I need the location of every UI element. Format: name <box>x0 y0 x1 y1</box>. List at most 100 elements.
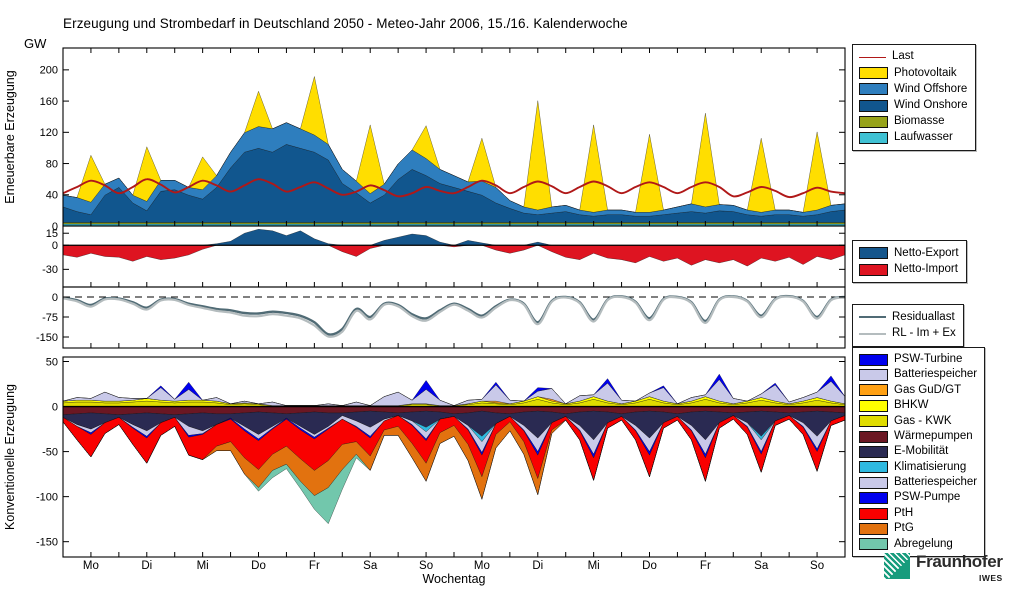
xtick-day-label: Fr <box>700 560 711 572</box>
legend-label: Klimatisierung <box>894 460 967 473</box>
chart-title: Erzeugung und Strombedarf in Deutschland… <box>63 16 628 31</box>
legend-color-swatch <box>859 353 888 366</box>
legend-label: BHKW <box>894 399 929 412</box>
ytick-label: -50 <box>42 446 58 458</box>
ytick-label: 40 <box>46 190 58 202</box>
legend-color-swatch <box>859 83 888 96</box>
legend-entry: PSW-Pumpe <box>859 491 977 506</box>
ytick-label: 0 <box>52 221 58 233</box>
xtick-day-label: Mo <box>474 560 490 572</box>
legend-label: Biomasse <box>894 115 945 128</box>
xtick-day-label: Sa <box>754 560 769 572</box>
panel-bg-p4 <box>63 357 845 557</box>
legend-label: PSW-Turbine <box>894 352 963 365</box>
legend-color-swatch <box>859 522 888 535</box>
ytick-label: 15 <box>46 228 58 240</box>
ylabel-renewables: Erneuerbare Erzeugung <box>3 70 17 203</box>
xtick-day-label: So <box>419 560 433 572</box>
ytick-label: 160 <box>40 96 58 108</box>
legend-entry: BHKW <box>859 398 977 413</box>
legend-entry: PtH <box>859 506 977 521</box>
legend-color-swatch <box>859 99 888 112</box>
area-photovoltaik <box>63 76 845 213</box>
fraunhofer-logo-icon <box>884 553 910 579</box>
legend-line-swatch <box>859 56 886 58</box>
legend-entry: Klimatisierung <box>859 460 977 475</box>
fraunhofer-logo-name: Fraunhofer <box>916 552 1003 571</box>
panel-p2 <box>63 228 845 267</box>
legend-label: RL - Im + Ex <box>892 327 956 339</box>
ytick-label: -150 <box>36 536 58 548</box>
ytick-label: 200 <box>40 65 58 77</box>
x-axis-label: Wochentag <box>422 572 485 586</box>
legend-label: Netto-Export <box>894 246 959 259</box>
legend-color-swatch <box>859 384 888 397</box>
xtick-day-label: Di <box>141 560 152 572</box>
legend-label: Laufwasser <box>894 131 953 144</box>
legend-label: PtH <box>894 506 914 519</box>
legend-entry: Wind Offshore <box>859 81 968 97</box>
legend-color-swatch <box>859 476 888 489</box>
legend-label: E-Mobilität <box>894 445 949 458</box>
legend-entry: Photovoltaik <box>859 65 968 81</box>
legend-color-swatch <box>859 538 888 551</box>
legend-color-swatch <box>859 263 888 276</box>
ytick-label: -75 <box>42 312 58 324</box>
legend-color-swatch <box>859 507 888 520</box>
panel-p3 <box>63 294 845 338</box>
legend-label: Netto-Import <box>894 263 958 275</box>
legend-label: Wärmepumpen <box>894 429 973 442</box>
xtick-day-label: Di <box>532 560 543 572</box>
ytick-label: 0 <box>52 240 58 252</box>
legend-entry: PSW-Turbine <box>859 352 977 367</box>
legend-entry: Abregelung <box>859 537 977 552</box>
legend-entry: E-Mobilität <box>859 444 977 459</box>
legend-label: Abregelung <box>894 537 953 550</box>
legend-label: Wind Onshore <box>894 98 968 111</box>
legend-label: PtG <box>894 522 914 535</box>
legend-entry: Gas - KWK <box>859 414 977 429</box>
ytick-label: 120 <box>40 127 58 139</box>
xtick-day-label: Sa <box>363 560 378 572</box>
legend-entry: Residuallast <box>859 309 956 326</box>
legend-entry: Laufwasser <box>859 130 968 146</box>
legend-renewables: Last Photovoltaik Wind Offshore Wind Onshor… <box>852 44 976 152</box>
legend-label: Photovoltaik <box>894 66 957 79</box>
ylabel-conventional: Konventionelle Erzeugung <box>3 384 17 530</box>
area-psw_turbine <box>63 373 845 406</box>
legend-label: Batteriespeicher <box>894 368 978 381</box>
legend-entry: Wind Onshore <box>859 98 968 114</box>
xtick-day-label: Do <box>251 560 266 572</box>
legend-label: Residuallast <box>892 310 955 323</box>
xtick-day-label: Mi <box>588 560 600 572</box>
xtick-day-label: Mi <box>197 560 209 572</box>
xtick-day-label: So <box>810 560 824 572</box>
legend-line-swatch <box>859 332 886 335</box>
ytick-label: 80 <box>46 158 58 170</box>
legend-entry: Biomasse <box>859 114 968 130</box>
xtick-day-label: Fr <box>309 560 320 572</box>
legend-entry: Last <box>859 49 968 65</box>
fraunhofer-logo-sub: IWES <box>979 572 1003 583</box>
area-abregelung <box>63 418 845 525</box>
legend-color-swatch <box>859 247 888 260</box>
legend-color-swatch <box>859 430 888 443</box>
legend-color-swatch <box>859 399 888 412</box>
legend-color-swatch <box>859 461 888 474</box>
legend-entry: Gas GuD/GT <box>859 383 977 398</box>
xtick-day-label: Do <box>642 560 657 572</box>
legend-color-swatch <box>859 115 888 128</box>
legend-color-swatch <box>859 132 888 145</box>
legend-exchange: Netto-Export Netto-Import <box>852 240 967 283</box>
legend-label: PSW-Pumpe <box>894 491 961 504</box>
legend-entry: RL - Im + Ex <box>859 326 956 343</box>
legend-line-swatch <box>859 316 886 319</box>
legend-entry: Batteriespeicher <box>859 367 977 382</box>
ytick-label: 0 <box>52 292 58 304</box>
xtick-day-label: Mo <box>83 560 99 572</box>
legend-label: Gas GuD/GT <box>894 383 962 396</box>
ytick-label: 50 <box>46 356 58 368</box>
line-rl-im-ex <box>63 295 845 338</box>
